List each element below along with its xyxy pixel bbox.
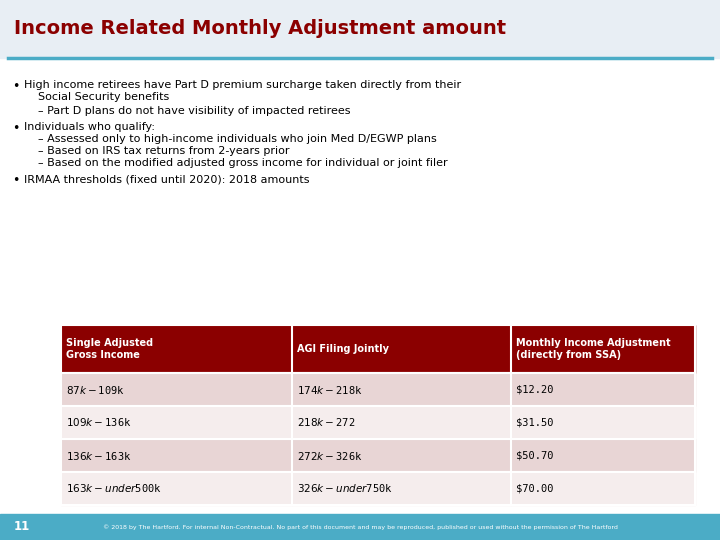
Text: Single Adjusted
Gross Income: Single Adjusted Gross Income <box>66 338 153 360</box>
Bar <box>61 325 292 373</box>
Text: 11: 11 <box>14 521 30 534</box>
Bar <box>292 325 511 373</box>
Bar <box>61 472 292 505</box>
Text: $136k-$163k: $136k-$163k <box>66 449 132 462</box>
Text: $326k-under $750k: $326k-under $750k <box>297 483 393 495</box>
Text: $31.50: $31.50 <box>516 417 554 428</box>
Bar <box>0 0 720 58</box>
Bar <box>292 406 511 439</box>
Bar <box>292 373 511 406</box>
Bar <box>292 439 511 472</box>
Text: $12.20: $12.20 <box>516 384 554 395</box>
Text: $174k-$218k: $174k-$218k <box>297 383 363 395</box>
Text: – Assessed only to high-income individuals who join Med D/EGWP plans: – Assessed only to high-income individua… <box>38 134 437 144</box>
Bar <box>292 472 511 505</box>
Text: $272k-$326k: $272k-$326k <box>297 449 363 462</box>
Bar <box>61 373 292 406</box>
Text: High income retirees have Part D premium surcharge taken directly from their
   : High income retirees have Part D premium… <box>24 80 461 103</box>
Bar <box>511 406 695 439</box>
Bar <box>511 439 695 472</box>
Text: •: • <box>12 122 19 135</box>
Bar <box>61 406 292 439</box>
Text: Income Related Monthly Adjustment amount: Income Related Monthly Adjustment amount <box>14 19 506 38</box>
Text: – Part D plans do not have visibility of impacted retirees: – Part D plans do not have visibility of… <box>38 106 351 116</box>
Text: $218k-$272: $218k-$272 <box>297 416 356 429</box>
Bar <box>511 472 695 505</box>
Text: •: • <box>12 174 19 187</box>
Text: – Based on IRS tax returns from 2-years prior: – Based on IRS tax returns from 2-years … <box>38 146 289 156</box>
Bar <box>511 373 695 406</box>
Text: $70.00: $70.00 <box>516 483 554 494</box>
Text: AGI Filing Jointly: AGI Filing Jointly <box>297 344 390 354</box>
Text: Individuals who qualify:: Individuals who qualify: <box>24 122 155 132</box>
Text: $87k-$109k: $87k-$109k <box>66 383 125 395</box>
Text: $109k-$136k: $109k-$136k <box>66 416 132 429</box>
Bar <box>61 439 292 472</box>
Text: IRMAA thresholds (fixed until 2020): 2018 amounts: IRMAA thresholds (fixed until 2020): 201… <box>24 174 310 184</box>
Text: •: • <box>12 80 19 93</box>
Bar <box>0 514 720 540</box>
Text: $50.70: $50.70 <box>516 450 554 461</box>
Text: $163k-under $500k: $163k-under $500k <box>66 483 162 495</box>
Text: Monthly Income Adjustment
(directly from SSA): Monthly Income Adjustment (directly from… <box>516 338 671 360</box>
Bar <box>511 325 695 373</box>
Text: © 2018 by The Hartford. For internal Non-Contractual. No part of this document a: © 2018 by The Hartford. For internal Non… <box>102 524 618 530</box>
Text: – Based on the modified adjusted gross income for individual or joint filer: – Based on the modified adjusted gross i… <box>38 158 448 168</box>
